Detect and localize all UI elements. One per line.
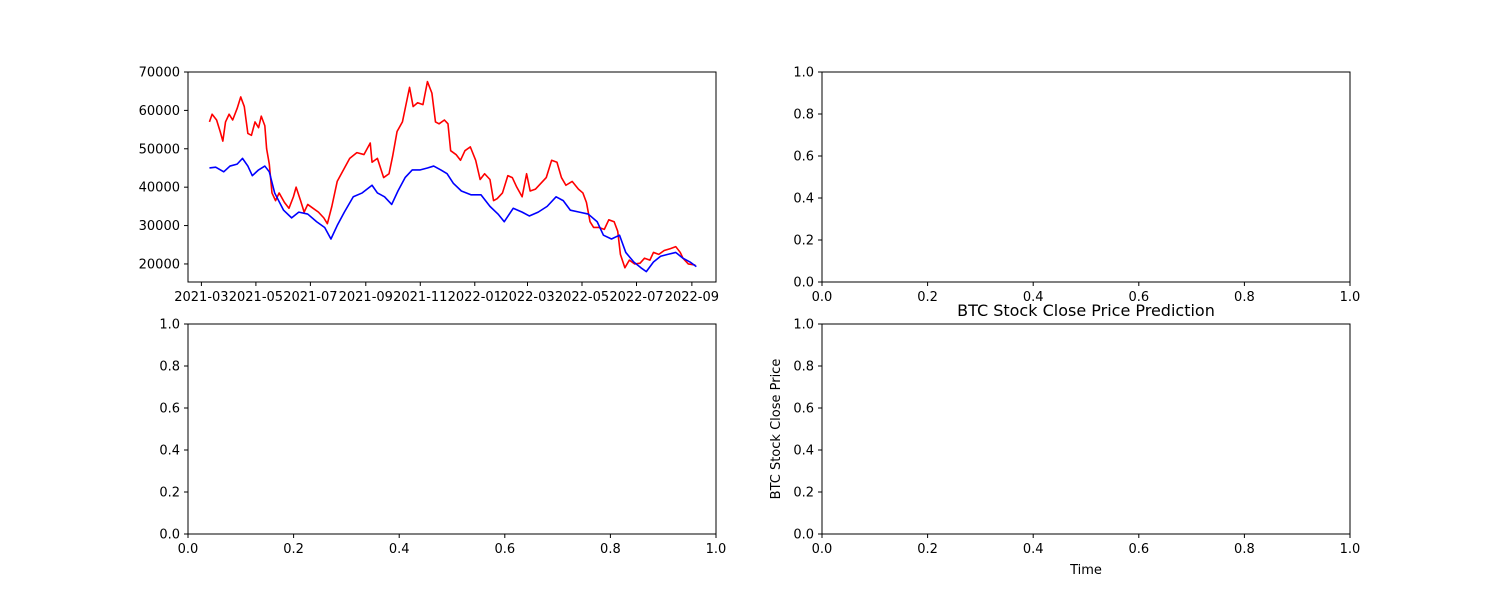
y-tick-label: 30000 bbox=[139, 219, 180, 234]
y-tick-label: 0.4 bbox=[793, 444, 814, 459]
y-tick-label: 0.8 bbox=[159, 360, 180, 375]
x-tick-label: 0.8 bbox=[1234, 542, 1255, 557]
x-tick-label: 0.6 bbox=[1128, 542, 1149, 557]
chart-title: BTC Stock Close Price Prediction bbox=[957, 301, 1215, 320]
x-tick-label: 2022-05 bbox=[555, 290, 609, 305]
y-tick-label: 0.8 bbox=[793, 360, 814, 375]
subplot-2: 0.0 0.2 0.4 0.6 0.8 1.0 0.0 0.2 0.4 0.6 0.8 1.0 bbox=[793, 66, 1360, 306]
x-tick-label: 0.4 bbox=[389, 542, 410, 557]
x-tick-label: 1.0 bbox=[1340, 542, 1361, 557]
y-tick-label: 0.0 bbox=[793, 528, 814, 543]
x-tick-label: 1.0 bbox=[706, 542, 727, 557]
subplot-1: 2021-03 2021-05 2021-07 2021-09 2021-11 2022-… bbox=[139, 66, 719, 306]
x-tick-label: 2022-07 bbox=[609, 290, 663, 305]
x-tick-label: 2022-01 bbox=[448, 290, 502, 305]
y-tick-label: 0.4 bbox=[159, 444, 180, 459]
x-tick-label: 0.6 bbox=[1128, 290, 1149, 305]
y-tick-label: 0.6 bbox=[793, 150, 814, 165]
subplot-3: 0.0 0.2 0.4 0.6 0.8 1.0 0.0 0.2 0.4 0.6 0.8 1.0 bbox=[159, 318, 726, 558]
y-tick-label: 0.6 bbox=[793, 402, 814, 417]
x-tick-label: 0.2 bbox=[283, 542, 304, 557]
x-tick-label: 2021-11 bbox=[393, 290, 447, 305]
x-tick-label: 0.2 bbox=[917, 290, 938, 305]
x-tick-label: 0.4 bbox=[1023, 290, 1044, 305]
x-tick-label: 0.0 bbox=[178, 542, 199, 557]
x-tick-label: 0.4 bbox=[1023, 542, 1044, 557]
x-tick-label: 2021-07 bbox=[283, 290, 337, 305]
y-tick-label: 0.2 bbox=[793, 234, 814, 249]
x-tick-label: 0.8 bbox=[600, 542, 621, 557]
y-tick-label: 0.8 bbox=[793, 108, 814, 123]
x-tick-label: 2021-09 bbox=[339, 290, 393, 305]
x-tick-label: 2022-09 bbox=[665, 290, 719, 305]
axes-frame bbox=[821, 323, 1351, 535]
x-tick-label: 0.8 bbox=[1234, 290, 1255, 305]
y-tick-label: 0.4 bbox=[793, 192, 814, 207]
x-tick-label: 2022-03 bbox=[500, 290, 554, 305]
y-tick-label: 50000 bbox=[139, 142, 180, 157]
y-tick-label: 0.0 bbox=[793, 276, 814, 291]
x-tick-label: 0.2 bbox=[917, 542, 938, 557]
y-tick-label: 0.2 bbox=[793, 486, 814, 501]
y-tick-label: 1.0 bbox=[159, 318, 180, 333]
x-tick-label: 0.0 bbox=[812, 542, 833, 557]
y-tick-label: 0.6 bbox=[159, 402, 180, 417]
y-tick-label: 60000 bbox=[139, 104, 180, 119]
axes-frame bbox=[187, 71, 717, 283]
series-line-1 bbox=[208, 80, 696, 269]
x-tick-label: 0.0 bbox=[812, 290, 833, 305]
y-tick-label: 0.0 bbox=[159, 528, 180, 543]
axes-frame bbox=[821, 71, 1351, 283]
y-tick-label: 40000 bbox=[139, 181, 180, 196]
x-tick-label: 2021-05 bbox=[229, 290, 283, 305]
y-axis-label: BTC Stock Close Price bbox=[769, 359, 784, 500]
x-tick-label: 1.0 bbox=[1340, 290, 1361, 305]
y-tick-label: 70000 bbox=[139, 66, 180, 81]
y-tick-label: 20000 bbox=[139, 257, 180, 272]
y-tick-label: 0.2 bbox=[159, 486, 180, 501]
y-tick-label: 1.0 bbox=[793, 318, 814, 333]
series-line-2 bbox=[209, 157, 697, 273]
x-tick-label: 2021-03 bbox=[174, 290, 228, 305]
y-tick-label: 1.0 bbox=[793, 66, 814, 81]
subplot-4: 0.0 0.2 0.4 0.6 0.8 1.0 0.0 0.2 0.4 0.6 0.8 1.0 BTC … bbox=[769, 301, 1360, 578]
axes-frame bbox=[187, 323, 717, 535]
x-axis-label: Time bbox=[1069, 563, 1102, 578]
x-tick-label: 0.6 bbox=[494, 542, 515, 557]
